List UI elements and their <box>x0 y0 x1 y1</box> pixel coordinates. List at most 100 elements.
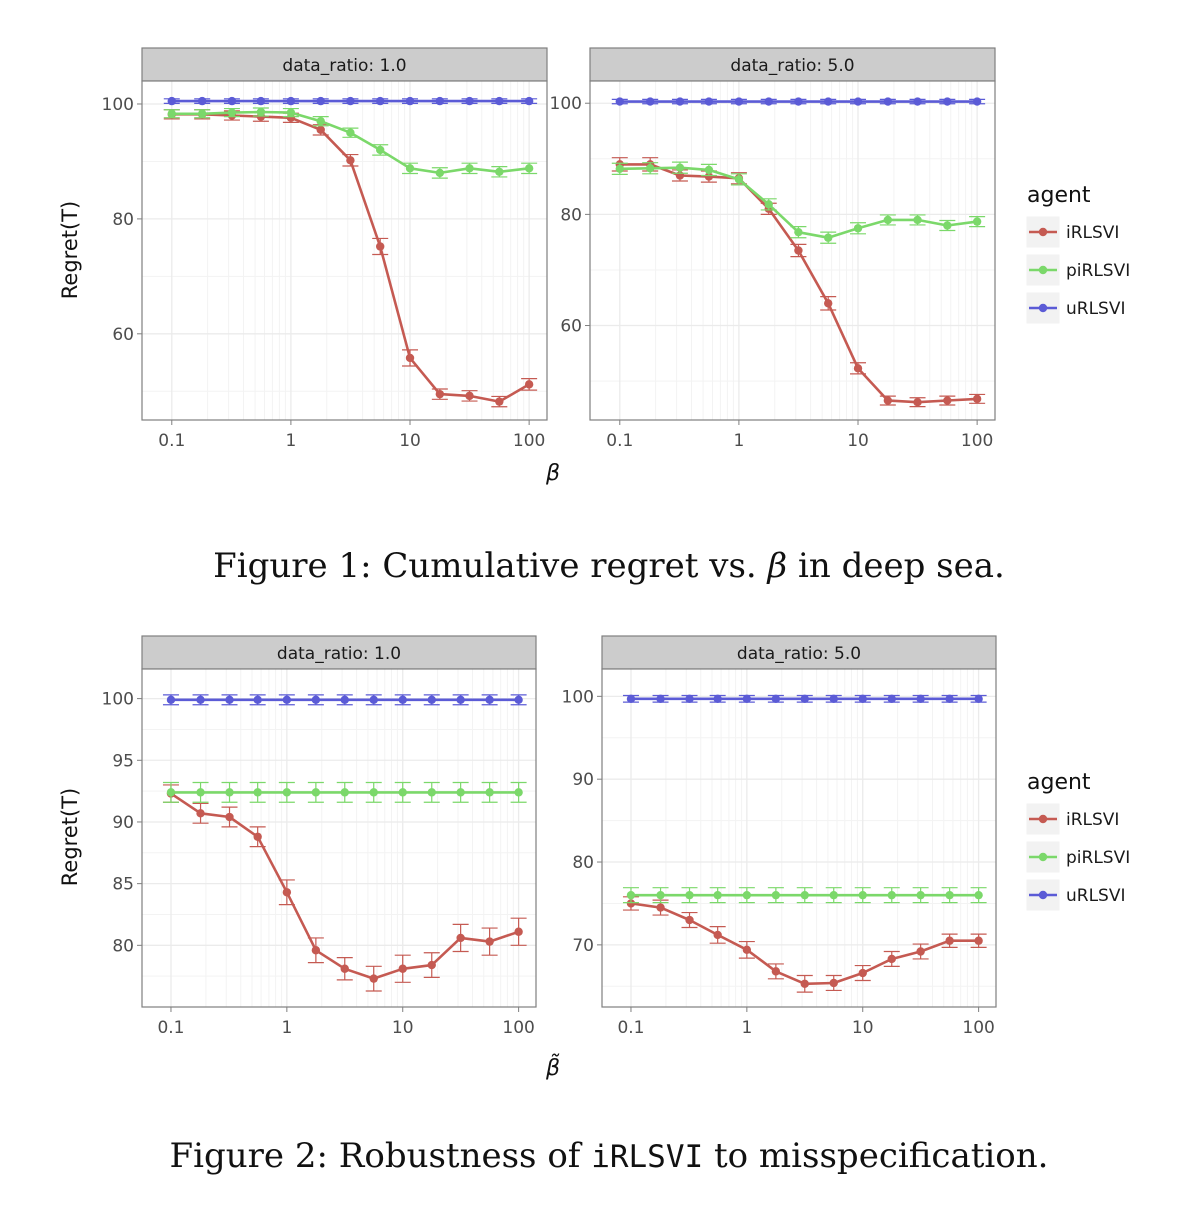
x-tick-label: 10 <box>847 431 869 451</box>
data-point <box>887 954 896 964</box>
data-point <box>734 97 744 106</box>
panel-border <box>601 668 997 1008</box>
data-point <box>824 299 833 308</box>
data-point <box>253 788 262 797</box>
data-point <box>656 694 665 704</box>
figure1-caption: Figure 1: Cumulative regret vs. β in dee… <box>20 546 1178 586</box>
legend-label-uRLSVI: uRLSVI <box>1066 299 1126 319</box>
series-uRLSVI <box>162 694 527 706</box>
data-point <box>196 695 205 705</box>
data-point <box>945 890 954 900</box>
data-point <box>764 97 773 106</box>
data-point <box>913 97 922 106</box>
data-point <box>829 890 838 900</box>
data-point <box>943 396 952 405</box>
data-point <box>704 172 714 181</box>
series-piRLSVI <box>162 781 527 803</box>
data-point <box>398 788 407 797</box>
data-point <box>916 694 925 704</box>
panel-border <box>589 80 996 421</box>
data-point <box>887 694 896 704</box>
data-point <box>615 97 624 106</box>
data-point <box>626 890 636 900</box>
data-point <box>794 227 803 237</box>
data-point <box>167 109 176 118</box>
data-point <box>286 108 296 117</box>
panel-background <box>142 81 547 420</box>
data-point <box>974 936 983 945</box>
data-point <box>465 96 474 106</box>
x-tick-label: 0.1 <box>157 1018 184 1038</box>
series-piRLSVI <box>611 161 986 244</box>
data-point <box>197 109 207 118</box>
data-point <box>369 974 378 983</box>
legend-key-point <box>1038 303 1048 313</box>
data-point <box>196 788 205 797</box>
data-point <box>742 890 752 900</box>
data-point <box>465 164 474 173</box>
x-tick-label: 10 <box>852 1018 874 1038</box>
data-point <box>645 164 655 173</box>
legend-label-iRLSVI: iRLSVI <box>1066 223 1119 243</box>
legend-key-point <box>1038 227 1048 237</box>
data-point <box>883 215 893 225</box>
data-point <box>794 246 803 255</box>
figure1-caption-text-a: Cumulative regret vs. <box>382 546 757 586</box>
data-point <box>485 937 494 946</box>
data-point <box>913 215 922 225</box>
data-point <box>974 694 983 704</box>
figure1-caption-text-b: in deep sea. <box>798 546 1005 586</box>
figure1-legend: agent iRLSVI piRLSVI uRLSVI <box>1025 183 1130 325</box>
y-tick-label: 80 <box>560 205 582 225</box>
data-point <box>685 890 694 900</box>
data-point <box>340 788 349 797</box>
x-tick-label: 100 <box>961 431 993 451</box>
data-point <box>167 96 176 106</box>
data-point <box>256 96 266 106</box>
figure2-legend: agent iRLSVI piRLSVI uRLSVI <box>1025 770 1130 912</box>
data-point <box>311 946 321 955</box>
figure2-caption-text-a: Robustness of <box>338 1136 581 1176</box>
data-point <box>346 156 355 165</box>
data-point <box>376 145 385 155</box>
y-tick-label: 100 <box>102 690 134 710</box>
legend-key-point <box>1038 265 1048 275</box>
figure1-y-axis-label: Regret(T) <box>58 201 82 299</box>
series-piRLSVI <box>622 887 987 904</box>
legend-label-iRLSVI: iRLSVI <box>1066 810 1119 830</box>
data-point <box>626 899 636 908</box>
chart-panel-2: data_ratio: 5.0 0.1 1 10 100 60 80 100 <box>550 47 996 451</box>
legend-title: agent <box>1027 183 1091 208</box>
series-iRLSVI <box>162 784 527 992</box>
y-tick-label: 80 <box>112 210 134 230</box>
data-point <box>286 96 296 106</box>
data-point <box>456 788 465 797</box>
x-tick-label: 100 <box>502 1018 534 1038</box>
data-point <box>972 394 982 404</box>
y-tick-label: 60 <box>560 317 582 337</box>
series-uRLSVI <box>163 96 538 106</box>
data-point <box>225 812 234 822</box>
legend-label-uRLSVI: uRLSVI <box>1066 886 1126 906</box>
panel-background <box>142 669 536 1007</box>
series-uRLSVI <box>622 694 987 704</box>
y-tick-label: 80 <box>572 853 594 873</box>
data-point <box>704 165 714 175</box>
data-point <box>916 890 925 900</box>
data-point <box>829 694 838 704</box>
data-point <box>346 96 355 106</box>
data-point <box>829 978 838 988</box>
data-point <box>800 979 809 989</box>
data-point <box>398 964 407 973</box>
data-point <box>883 396 893 405</box>
data-point <box>764 200 773 209</box>
data-point <box>514 788 523 797</box>
data-point <box>771 694 781 704</box>
legend-title: agent <box>1027 770 1091 795</box>
data-point <box>456 933 465 943</box>
y-tick-label: 70 <box>572 936 594 956</box>
data-point <box>227 108 237 117</box>
figure2-caption-text-b: to misspecification. <box>713 1136 1049 1176</box>
data-point <box>435 96 445 106</box>
